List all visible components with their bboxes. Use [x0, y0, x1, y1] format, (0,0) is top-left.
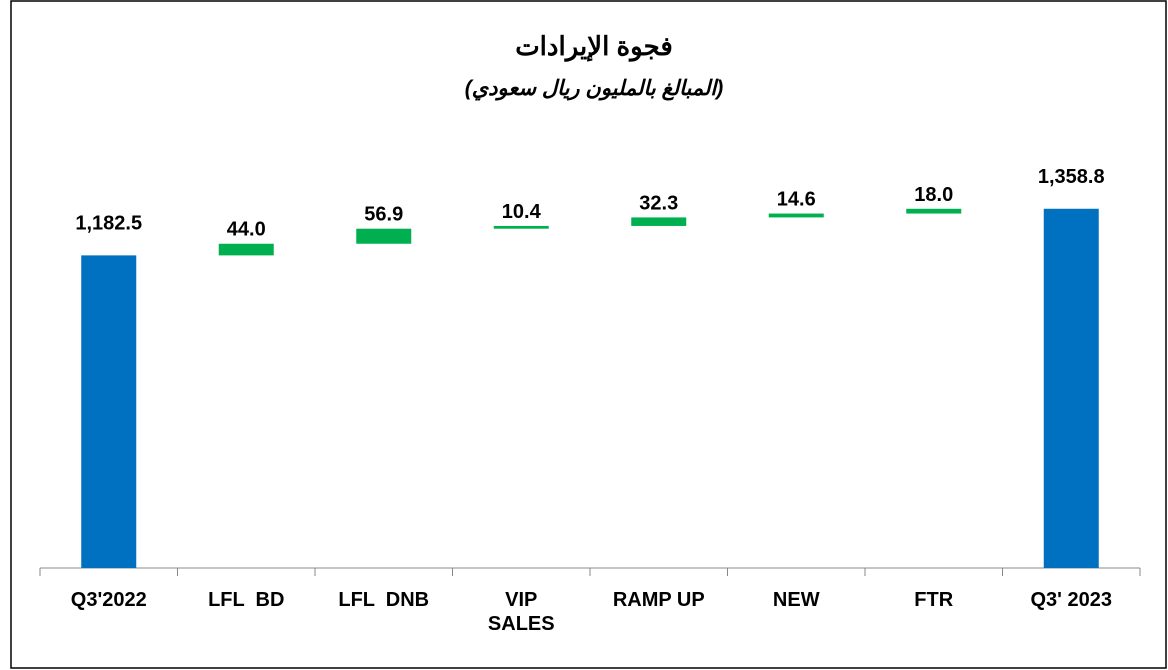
x-tick-label: Q3' 2023 [1030, 589, 1112, 611]
value-label: 10.4 [502, 201, 542, 223]
x-tick-label: FTR [914, 589, 954, 611]
x-tick-label: LFL DNB [338, 589, 430, 611]
x-tick-label: VIP SALES [487, 589, 555, 635]
value-label: 56.9 [364, 204, 403, 226]
bar [493, 225, 549, 229]
x-tick-label: NEW [772, 589, 820, 611]
x-tick-label: LFL BD [208, 589, 285, 611]
x-tick-label: RAMP UP [612, 589, 705, 611]
frame [10, 0, 1167, 669]
bar [906, 208, 962, 214]
value-label: 1,358.8 [1038, 166, 1105, 188]
bar [356, 228, 412, 244]
x-tick-label: Q3'2022 [70, 589, 147, 611]
bar [768, 213, 824, 218]
bar [1043, 208, 1099, 568]
bar [81, 255, 137, 568]
value-label: 32.3 [639, 192, 678, 214]
chart-subtitle: (المبالغ بالمليون ريال سعودي) [465, 77, 724, 101]
bar [631, 217, 687, 226]
value-label: 18.0 [914, 184, 953, 206]
value-label: 44.0 [227, 219, 266, 241]
value-label: 14.6 [777, 189, 816, 211]
chart-title: فجوة الإيرادات [515, 31, 673, 62]
value-label: 1,182.5 [75, 212, 142, 234]
bar [218, 243, 274, 256]
